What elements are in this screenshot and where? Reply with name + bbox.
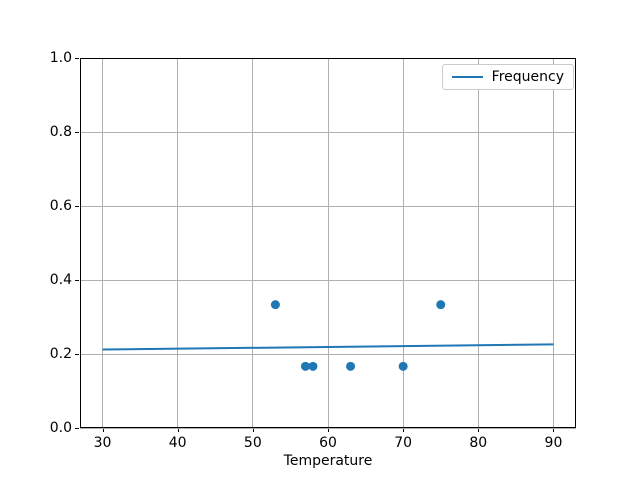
scatter-point bbox=[436, 300, 446, 310]
scatter-point bbox=[398, 361, 408, 371]
x-gridline bbox=[252, 58, 254, 428]
legend-label: Frequency bbox=[491, 69, 564, 85]
legend-line-sample bbox=[451, 76, 483, 78]
scatter-point bbox=[270, 300, 280, 310]
x-axis-label: Temperature bbox=[283, 453, 373, 469]
x-tick-mark bbox=[102, 428, 104, 432]
y-gridline bbox=[80, 427, 576, 429]
line-series bbox=[102, 343, 554, 351]
x-tick-label: 70 bbox=[394, 435, 413, 451]
x-tick-mark bbox=[177, 428, 179, 432]
x-gridline bbox=[477, 58, 479, 428]
scatter-point bbox=[346, 361, 356, 371]
x-tick-label: 60 bbox=[319, 435, 337, 451]
y-tick-label: 0.8 bbox=[49, 124, 72, 140]
y-tick-mark bbox=[75, 428, 79, 429]
y-tick-label: 1.0 bbox=[49, 50, 72, 66]
x-gridline bbox=[402, 58, 404, 428]
y-tick-label: 0.2 bbox=[49, 346, 72, 362]
scatter-point bbox=[308, 361, 318, 371]
plot-area: Frequency bbox=[80, 57, 576, 429]
y-tick-mark bbox=[75, 132, 79, 133]
x-gridline bbox=[327, 58, 329, 428]
x-tick-mark bbox=[478, 428, 480, 432]
x-gridline bbox=[552, 58, 554, 428]
x-tick-mark bbox=[328, 428, 329, 432]
y-gridline bbox=[80, 131, 576, 133]
data-series-layer bbox=[102, 300, 554, 371]
y-gridline bbox=[80, 205, 576, 207]
y-tick-label: 0.6 bbox=[49, 198, 72, 214]
x-tick-label: 40 bbox=[168, 435, 187, 451]
y-tick-mark bbox=[75, 58, 79, 59]
y-gridline bbox=[80, 353, 576, 355]
scatter-point bbox=[300, 361, 310, 371]
y-tick-mark bbox=[75, 354, 79, 355]
y-tick-label: 0.0 bbox=[49, 420, 72, 436]
x-tick-label: 50 bbox=[243, 435, 262, 451]
x-tick-mark bbox=[403, 428, 405, 432]
x-tick-label: 80 bbox=[469, 435, 488, 451]
x-tick-mark bbox=[553, 428, 555, 432]
x-tick-label: 30 bbox=[93, 435, 112, 451]
y-tick-mark bbox=[75, 206, 79, 207]
y-tick-label: 0.4 bbox=[49, 272, 72, 288]
x-gridline bbox=[177, 58, 179, 428]
y-tick-mark bbox=[75, 280, 79, 281]
x-tick-mark bbox=[252, 428, 254, 432]
x-tick-label: 90 bbox=[544, 435, 563, 451]
y-gridline bbox=[80, 279, 576, 281]
legend: Frequency bbox=[441, 64, 574, 90]
x-gridline bbox=[102, 58, 104, 428]
